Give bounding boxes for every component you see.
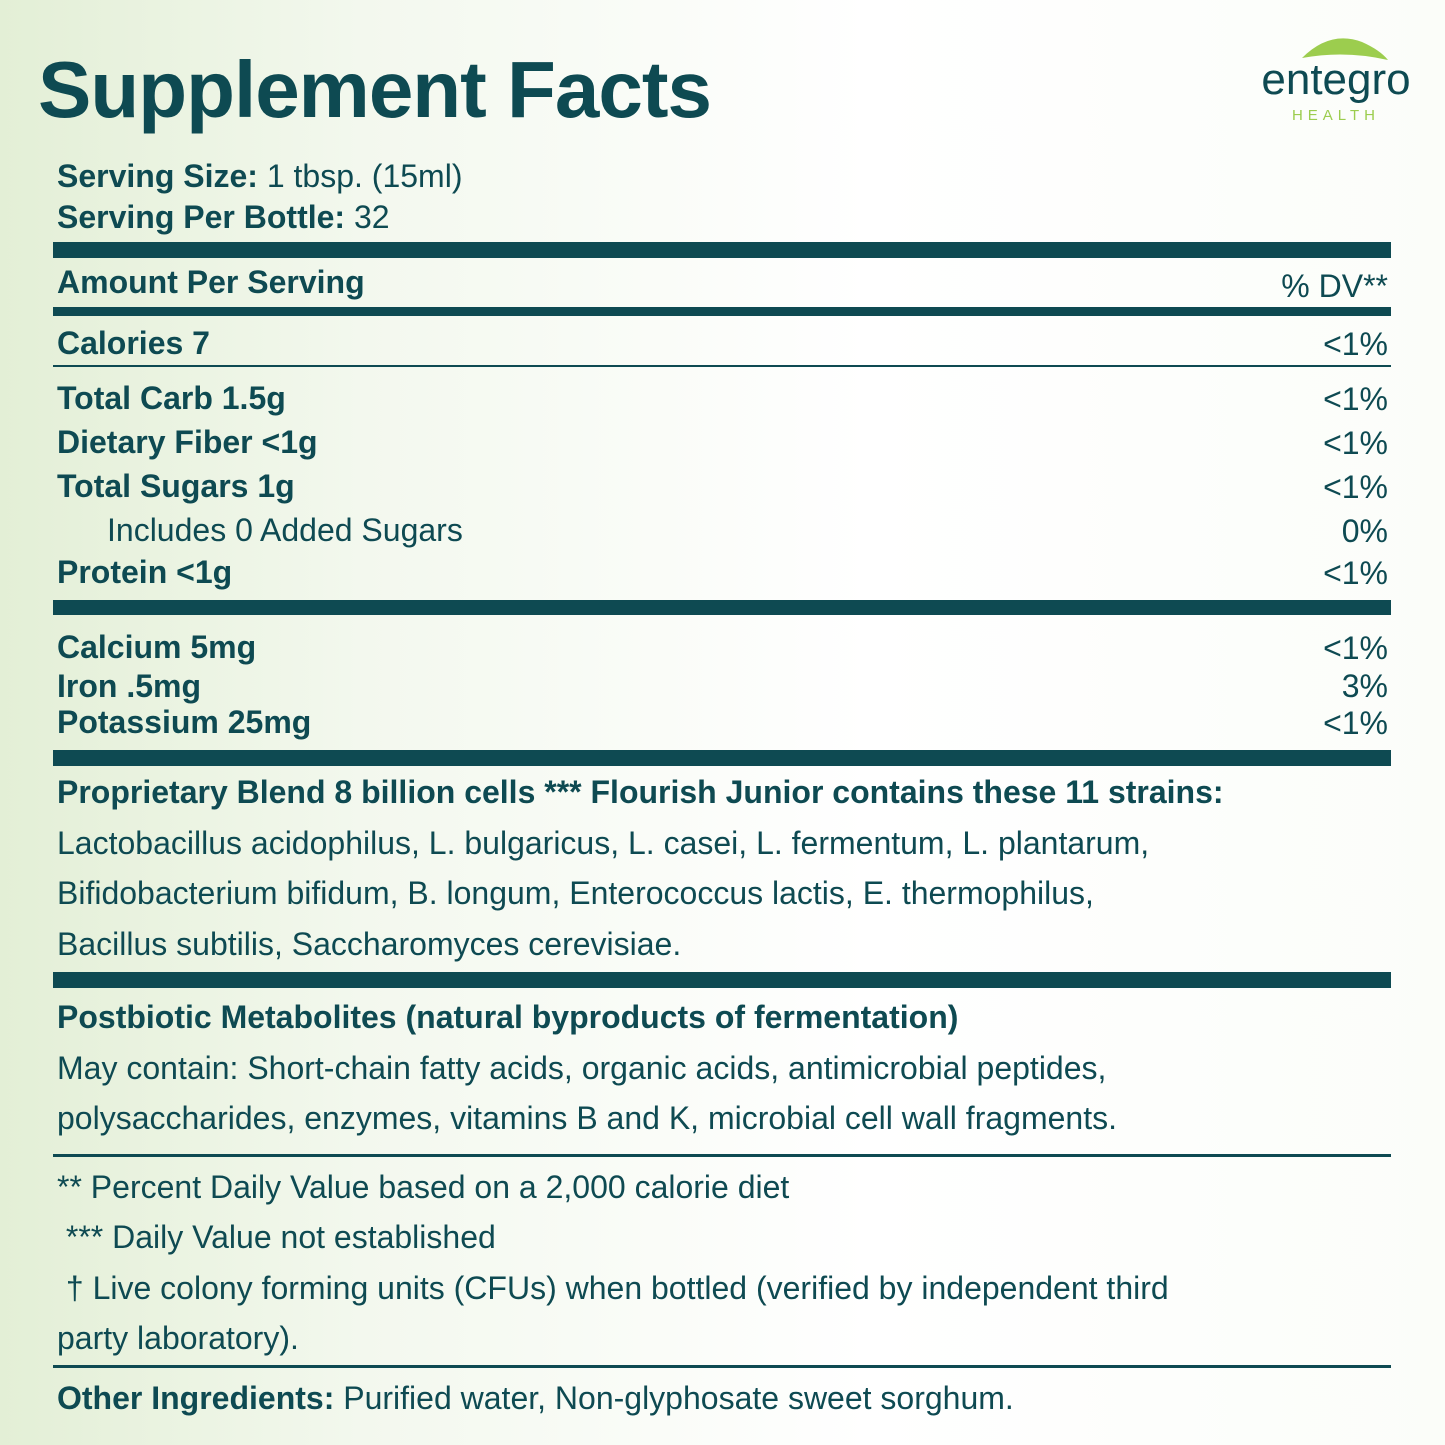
rule	[53, 1154, 1391, 1157]
row-dv: <1%	[1323, 630, 1388, 666]
rule	[53, 365, 1391, 367]
blend-line: Bacillus subtilis, Saccharomyces cerevis…	[57, 926, 682, 962]
logo: entegro HEALTH	[1261, 38, 1411, 124]
value: 1 tbsp. (15ml)	[266, 158, 463, 194]
postbiotic-line: polysaccharides, enzymes, vitamins B and…	[57, 1100, 1117, 1136]
rule	[53, 750, 1391, 766]
postbiotic-heading: Postbiotic Metabolites (natural byproduc…	[57, 999, 959, 1035]
rule	[53, 972, 1391, 988]
row-dv: 0%	[1341, 513, 1388, 549]
logo-leaf	[1302, 38, 1388, 60]
row-name: Total Carb 1.5g	[57, 380, 286, 416]
blend-line: Bifidobacterium bifidum, B. longum, Ente…	[57, 875, 1094, 911]
row-dv: <1%	[1323, 705, 1388, 741]
value: Purified water, Non-glyphosate sweet sor…	[343, 1380, 1014, 1416]
row-name: Dietary Fiber <1g	[57, 424, 318, 460]
note: † Live colony forming units (CFUs) when …	[57, 1270, 1169, 1306]
row-name: Includes 0 Added Sugars	[107, 512, 463, 548]
row-name: Calcium 5mg	[57, 629, 257, 665]
row-name: Protein <1g	[57, 554, 233, 590]
rule	[53, 307, 1391, 316]
logo-sub: HEALTH	[1292, 107, 1380, 124]
row-dv: <1%	[1323, 555, 1388, 591]
other-ingredients: Other Ingredients: Purified water, Non-g…	[57, 1378, 1014, 1418]
row-dv: <1%	[1323, 381, 1388, 417]
postbiotic-line: May contain: Short-chain fatty acids, or…	[57, 1050, 1107, 1086]
rule	[53, 600, 1391, 615]
header-right: % DV**	[1281, 268, 1388, 304]
rule	[53, 1365, 1391, 1368]
note: party laboratory).	[57, 1320, 299, 1356]
title: Supplement Facts	[38, 45, 712, 134]
note: *** Daily Value not established	[57, 1219, 496, 1255]
row-dv: <1%	[1323, 469, 1388, 505]
serving-per-bottle: Serving Per Bottle: 32	[57, 197, 390, 237]
blend-line: Lactobacillus acidophilus, L. bulgaricus…	[57, 825, 1150, 861]
row-name: Potassium 25mg	[57, 704, 312, 740]
value: 32	[353, 199, 390, 235]
row-name: Iron .5mg	[57, 668, 202, 704]
blend-heading: Proprietary Blend 8 billion cells *** Fl…	[57, 774, 1224, 810]
header-left: Amount Per Serving	[57, 264, 365, 300]
label: Serving Per Bottle:	[57, 199, 346, 235]
row-dv: <1%	[1323, 425, 1388, 461]
label: Serving Size:	[57, 158, 258, 194]
row-name: Total Sugars 1g	[57, 468, 295, 504]
note: ** Percent Daily Value based on a 2,000 …	[57, 1169, 790, 1205]
row-dv: <1%	[1323, 326, 1388, 362]
serving-size: Serving Size: 1 tbsp. (15ml)	[57, 156, 462, 196]
logo-name: entegro	[1261, 55, 1410, 104]
row-dv: 3%	[1341, 668, 1388, 704]
label: Other Ingredients:	[57, 1380, 335, 1416]
row-name: Calories 7	[57, 325, 210, 361]
rule	[53, 242, 1391, 258]
